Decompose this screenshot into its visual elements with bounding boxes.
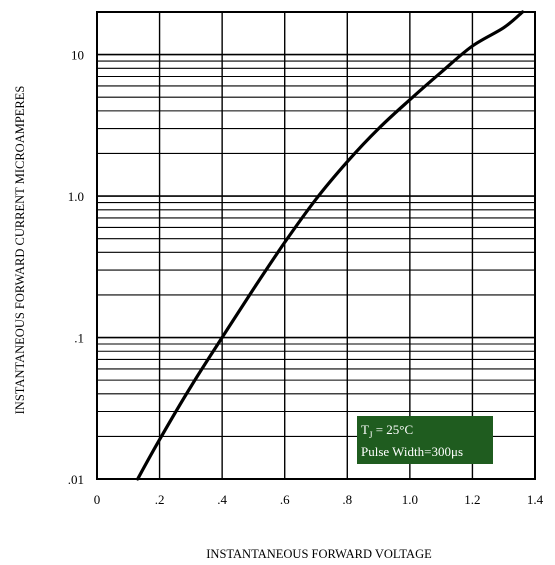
y-tick-label: 10 <box>71 48 84 63</box>
x-tick-label: 1.2 <box>464 492 480 507</box>
x-axis-title: INSTANTANEOUS FORWARD VOLTAGE <box>206 547 432 561</box>
legend: TJ = 25°C Pulse Width=300μs <box>357 416 493 464</box>
y-tick-labels: .01 .1 1.0 10 <box>68 48 84 487</box>
x-tick-label: .2 <box>155 492 165 507</box>
y-axis-title: INSTANTANEOUS FORWARD CURRENT MICROAMPER… <box>13 86 27 415</box>
x-tick-labels: 0 .2 .4 .6 .8 1.0 1.2 1.4 <box>94 492 544 507</box>
legend-pulse-width: Pulse Width=300μs <box>361 444 463 459</box>
x-tick-label: 1.4 <box>527 492 544 507</box>
forward-current-curve <box>138 12 523 479</box>
curve-layer <box>138 12 523 479</box>
x-tick-label: 0 <box>94 492 101 507</box>
x-tick-label: .8 <box>342 492 352 507</box>
x-tick-label: 1.0 <box>402 492 418 507</box>
x-tick-label: .4 <box>217 492 227 507</box>
y-tick-label: .01 <box>68 472 84 487</box>
grid <box>97 12 535 479</box>
y-tick-label: 1.0 <box>68 189 84 204</box>
y-tick-label: .1 <box>74 331 84 346</box>
plot-frame <box>97 12 535 479</box>
x-tick-label: .6 <box>280 492 290 507</box>
